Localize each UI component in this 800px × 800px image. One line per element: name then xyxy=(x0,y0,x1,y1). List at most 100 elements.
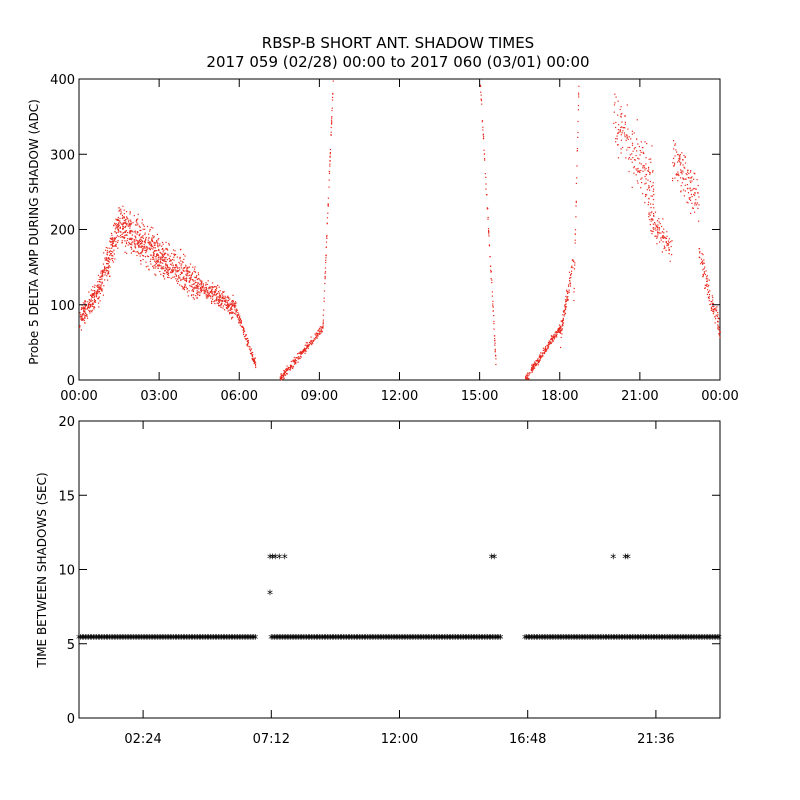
time-data-point: * xyxy=(118,632,124,646)
time-data-point: * xyxy=(94,632,100,646)
amp-data-point xyxy=(178,276,180,278)
amp-data-point xyxy=(132,250,134,252)
time-data-point: * xyxy=(355,632,361,646)
amp-data-point xyxy=(85,300,87,303)
amp-data-point xyxy=(196,297,198,299)
time-data-point: * xyxy=(613,632,619,646)
time-data-point: * xyxy=(493,632,499,646)
amp-data-point xyxy=(163,266,165,268)
amp-data-point xyxy=(662,218,664,220)
amp-data-point xyxy=(681,170,683,172)
amp-data-point xyxy=(557,330,559,332)
amp-data-point xyxy=(624,121,626,123)
amp-data-point xyxy=(325,246,327,248)
time-data-point: * xyxy=(575,632,581,646)
amp-data-point xyxy=(652,223,654,225)
amp-data-point xyxy=(654,235,656,237)
amp-data-point xyxy=(560,346,562,349)
amp-data-point xyxy=(145,266,147,268)
amp-data-point xyxy=(666,231,668,233)
time-data-point: * xyxy=(445,632,451,646)
amp-data-point xyxy=(111,250,113,253)
amp-data-point xyxy=(105,272,107,274)
amp-data-point xyxy=(663,228,665,230)
amp-data-point xyxy=(678,174,680,177)
amp-data-point xyxy=(201,282,203,284)
amp-data-point xyxy=(303,349,305,351)
amp-data-point xyxy=(645,174,648,176)
time-data-point: * xyxy=(312,632,318,646)
time-data-point: * xyxy=(201,632,207,646)
amp-data-point xyxy=(109,237,111,239)
amp-data-point xyxy=(164,270,166,272)
time-data-point: * xyxy=(609,632,615,646)
amp-data-point xyxy=(114,222,116,224)
time-data-point: * xyxy=(323,632,329,646)
amp-data-point xyxy=(653,188,655,190)
amp-data-point xyxy=(696,204,698,206)
time-data-point: * xyxy=(409,632,415,646)
amp-data-point xyxy=(149,248,151,250)
amp-data-point xyxy=(182,278,184,280)
amp-data-point xyxy=(550,339,552,341)
amp-data-point xyxy=(105,269,107,271)
amp-data-point xyxy=(235,305,237,307)
amp-data-point xyxy=(315,336,317,339)
amp-data-point xyxy=(99,300,101,302)
amp-data-point xyxy=(680,162,682,164)
amp-data-point xyxy=(315,334,317,336)
amp-data-point xyxy=(255,362,257,364)
amp-data-point xyxy=(127,244,129,246)
time-data-point: * xyxy=(167,632,173,646)
time-data-point: * xyxy=(121,632,127,646)
amp-data-point xyxy=(128,219,130,222)
time-data-point: * xyxy=(163,632,169,646)
amp-x-tick-label: 09:00 xyxy=(301,389,338,404)
amp-data-point xyxy=(325,255,327,257)
amp-data-point xyxy=(192,280,194,282)
amp-data-point xyxy=(195,271,197,273)
amp-data-point xyxy=(324,276,326,278)
amp-data-point xyxy=(168,274,170,276)
amp-data-point xyxy=(200,286,202,288)
time-data-point: * xyxy=(561,632,567,646)
amp-data-point xyxy=(157,239,159,241)
amp-data-point xyxy=(216,296,218,298)
amp-data-point xyxy=(492,310,494,312)
amp-data-point xyxy=(692,207,694,209)
amp-data-point xyxy=(169,267,171,269)
time-data-point: * xyxy=(424,632,430,646)
time-data-point: * xyxy=(538,632,544,646)
time-data-point: * xyxy=(124,632,130,646)
amp-data-point xyxy=(228,299,230,301)
amp-data-point xyxy=(251,354,253,356)
amp-data-point xyxy=(706,283,708,286)
amp-data-point xyxy=(235,311,237,313)
amp-data-point xyxy=(684,162,687,164)
amp-data-point xyxy=(646,143,648,145)
amp-data-point xyxy=(127,225,129,227)
amp-data-point xyxy=(652,230,654,233)
time-data-point: * xyxy=(432,632,438,646)
amp-data-point xyxy=(675,149,677,151)
amp-data-point xyxy=(712,303,714,305)
amp-data-point xyxy=(145,252,147,254)
amp-data-point xyxy=(229,311,231,314)
amp-data-point xyxy=(199,283,201,285)
amp-data-point xyxy=(139,252,141,254)
amp-data-point xyxy=(82,302,85,304)
amp-data-point xyxy=(225,300,227,303)
time-data-point: * xyxy=(299,632,305,646)
amp-data-point xyxy=(130,223,132,225)
amp-data-point xyxy=(93,294,95,296)
amp-data-point xyxy=(224,303,226,305)
amp-data-point xyxy=(664,237,666,239)
amp-data-point xyxy=(153,235,155,237)
amp-data-point xyxy=(684,178,686,180)
amp-data-point xyxy=(103,271,105,273)
time-data-point: * xyxy=(316,632,322,646)
amp-data-point xyxy=(231,303,233,305)
time-data-point: * xyxy=(615,632,621,646)
amp-data-point xyxy=(247,337,249,339)
time-data-point: * xyxy=(605,632,611,646)
